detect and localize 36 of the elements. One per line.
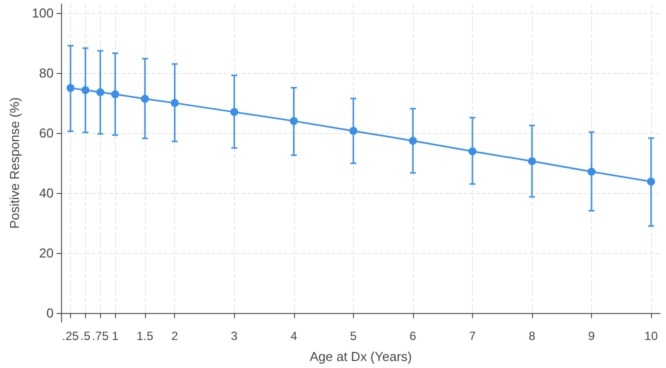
x-tick-label: 1.5 — [136, 329, 154, 343]
point — [349, 126, 358, 135]
y-tick-label: 100 — [32, 6, 54, 20]
point — [408, 136, 417, 145]
x-tick-label: 5 — [350, 329, 358, 343]
x-tick-label: 7 — [469, 329, 476, 343]
point — [468, 147, 476, 156]
point — [230, 108, 238, 116]
point — [170, 99, 179, 107]
x-tick-label: 6 — [410, 329, 417, 343]
y-axis-title: Positive Response (%) — [7, 97, 22, 229]
x-tick-label: 1 — [112, 329, 119, 343]
point — [290, 117, 298, 125]
point — [647, 178, 656, 186]
point — [588, 168, 596, 176]
x-tick-label: .5 — [80, 329, 91, 343]
point — [528, 157, 536, 166]
y-tick-label: 0 — [46, 306, 54, 320]
y-tick-label: 60 — [39, 126, 54, 140]
y-tick-label: 20 — [39, 246, 54, 260]
x-tick-label: 3 — [230, 329, 238, 343]
y-tick-label: 80 — [39, 66, 54, 80]
point — [140, 94, 149, 103]
point — [96, 88, 104, 96]
point — [111, 90, 120, 98]
x-tick-label: 2 — [171, 329, 178, 343]
x-tick-label: 4 — [290, 329, 298, 343]
x-tick-label: 10 — [644, 329, 658, 343]
x-tick-label: 8 — [528, 329, 536, 343]
x-axis-title: Age at Dx (Years) — [310, 349, 412, 364]
x-tick-label: .25 — [62, 329, 80, 343]
x-tick-label: .75 — [92, 329, 109, 343]
point — [66, 84, 75, 92]
point — [81, 86, 90, 94]
x-tick-label: 9 — [588, 329, 596, 343]
y-tick-label: 40 — [39, 186, 54, 200]
